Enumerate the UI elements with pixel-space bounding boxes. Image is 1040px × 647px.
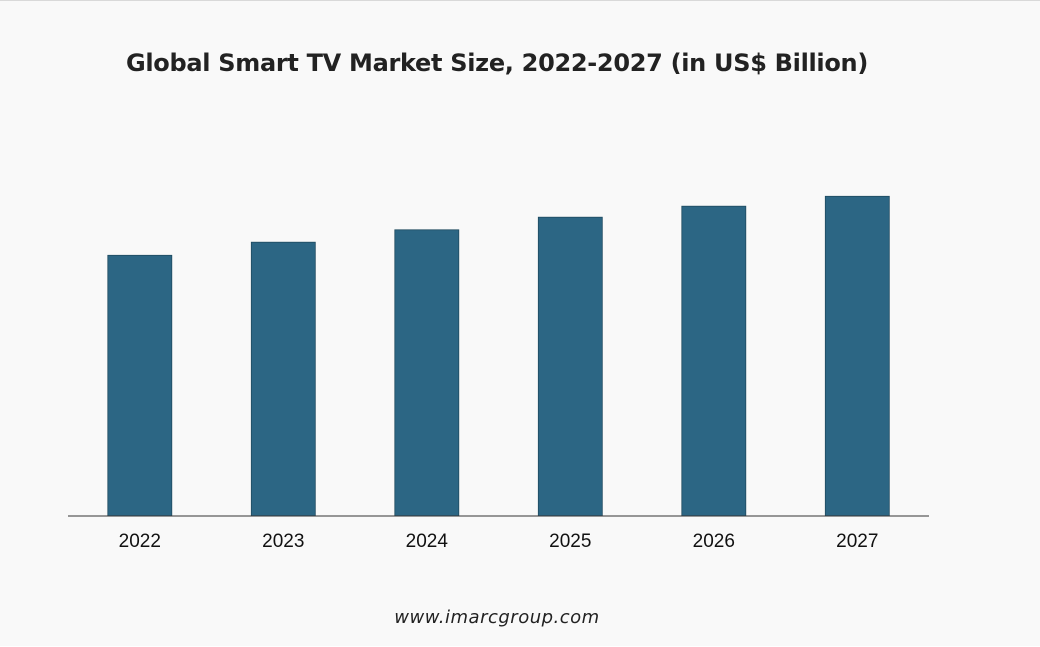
bar-2024 <box>394 229 460 517</box>
x-tick-label-2023: 2023 <box>262 531 304 552</box>
bar-2027 <box>824 195 890 517</box>
bar-2023 <box>250 241 316 517</box>
x-tick-label-2022: 2022 <box>119 531 161 552</box>
bar-2022 <box>107 254 173 517</box>
x-tick-label-2024: 2024 <box>406 531 449 552</box>
chart-title: Global Smart TV Market Size, 2022-2027 (… <box>125 49 868 77</box>
bar-2026 <box>681 205 747 517</box>
x-tick-label-2026: 2026 <box>693 531 735 552</box>
x-tick-label-2027: 2027 <box>836 531 878 552</box>
source-url: www.imarcgroup.com <box>394 607 600 628</box>
bars-group <box>107 195 890 517</box>
bar-2025 <box>537 216 603 517</box>
x-tick-labels: 2022 2023 2024 2025 2026 2027 <box>119 531 879 552</box>
x-tick-label-2025: 2025 <box>549 531 591 552</box>
